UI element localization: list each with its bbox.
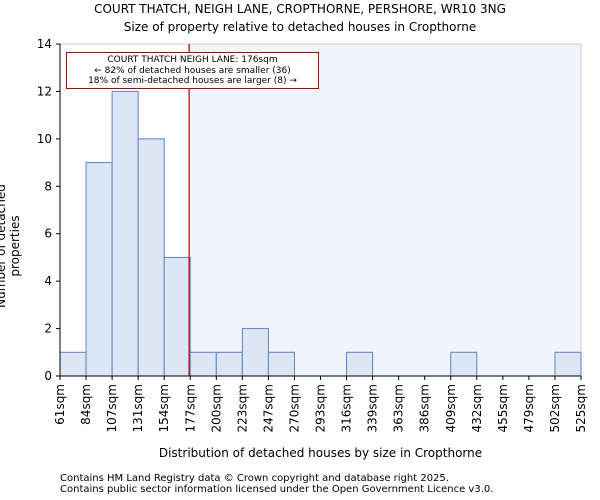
x-tick-label: 154sqm — [157, 384, 171, 432]
larger-region-shade — [189, 44, 582, 376]
y-tick-label: 8 — [44, 179, 52, 193]
chart-subtitle: Size of property relative to detached ho… — [123, 20, 477, 34]
histogram-bar — [85, 162, 113, 377]
x-tick-label: 131sqm — [131, 384, 145, 432]
x-tick-label: 363sqm — [392, 384, 406, 432]
y-tick-label: 14 — [37, 37, 52, 51]
y-tick-label: 4 — [44, 274, 52, 288]
x-tick-label: 177sqm — [183, 384, 197, 432]
x-tick-label: 107sqm — [105, 384, 119, 432]
histogram-bar — [241, 328, 269, 377]
x-tick-label: 502sqm — [548, 384, 562, 432]
x-tick-label: 455sqm — [496, 384, 510, 432]
y-tick-label: 6 — [44, 227, 52, 241]
x-tick-label: 223sqm — [235, 384, 249, 432]
histogram-bar — [450, 351, 478, 377]
annotation-line-1: COURT THATCH NEIGH LANE: 176sqm — [107, 55, 278, 65]
histogram-bar — [267, 351, 295, 377]
histogram-bar — [189, 351, 217, 377]
x-tick-label: 339sqm — [366, 384, 380, 432]
x-tick-label: 409sqm — [444, 384, 458, 432]
x-axis-label: Distribution of detached houses by size … — [158, 446, 483, 460]
x-tick-label: 316sqm — [340, 384, 354, 432]
x-tick-label: 293sqm — [314, 384, 328, 432]
x-tick-label: 386sqm — [418, 384, 432, 432]
footer-line-2: Contains public sector information licen… — [60, 484, 494, 495]
x-tick-label: 270sqm — [287, 384, 301, 432]
histogram-bar — [215, 351, 243, 377]
x-tick-label: 247sqm — [261, 384, 275, 432]
x-tick-label: 61sqm — [53, 384, 67, 425]
annotation-box: COURT THATCH NEIGH LANE: 176sqm ← 82% of… — [66, 52, 319, 89]
x-tick-label: 479sqm — [522, 384, 536, 432]
chart-title: COURT THATCH, NEIGH LANE, CROPTHORNE, PE… — [94, 2, 506, 16]
histogram-bar — [554, 351, 582, 377]
y-tick-label: 10 — [37, 132, 52, 146]
y-tick-label: 2 — [44, 322, 52, 336]
y-tick-label: 12 — [37, 84, 52, 98]
histogram-bar — [137, 138, 165, 377]
footer-line-1: Contains HM Land Registry data © Crown c… — [60, 473, 449, 484]
y-tick-label: 0 — [44, 369, 52, 383]
annotation-line-3: 18% of semi-detached houses are larger (… — [88, 76, 297, 86]
x-tick-label: 200sqm — [209, 384, 223, 432]
histogram-bar — [59, 351, 87, 377]
x-tick-label: 432sqm — [470, 384, 484, 432]
x-tick-label: 525sqm — [574, 384, 588, 432]
histogram-bar — [346, 351, 374, 377]
x-tick-label: 84sqm — [79, 384, 93, 425]
annotation-line-2: ← 82% of detached houses are smaller (36… — [94, 65, 291, 76]
y-axis-label: Number of detached properties — [0, 184, 22, 308]
histogram-bar — [163, 256, 191, 377]
histogram-bar — [111, 90, 139, 377]
